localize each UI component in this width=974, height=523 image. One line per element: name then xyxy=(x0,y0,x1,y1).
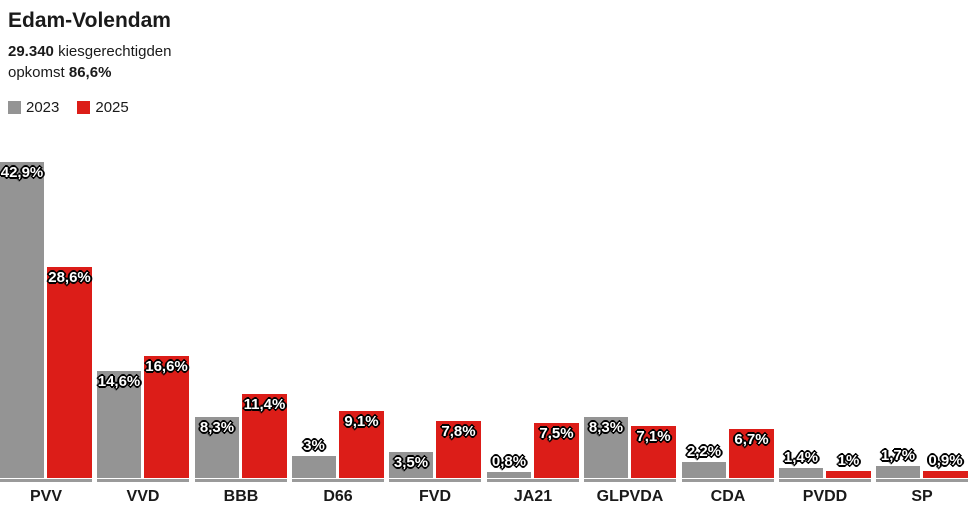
group-baseline xyxy=(0,479,92,482)
bar-value-label: 0,9% xyxy=(928,452,963,470)
group-baseline xyxy=(292,479,384,482)
electorate-value: 29.340 xyxy=(8,43,54,60)
bar-group: 8,3% 7,1% GLPVDA xyxy=(584,120,676,505)
bar-pair: 0,8% 7,5% xyxy=(487,422,579,478)
legend-swatch-2023 xyxy=(8,101,21,114)
bar-group: 1,7% 0,9% SP xyxy=(876,120,968,505)
group-baseline xyxy=(682,479,774,482)
bar-2023: 3% xyxy=(292,437,336,478)
bar-value-label: 7,1% xyxy=(636,427,671,445)
bar-group: 42,9% 28,6% PVV xyxy=(0,120,92,505)
bar-2025: 7,1% xyxy=(631,425,676,478)
legend-item-2023: 2023 xyxy=(8,100,59,115)
bar-group: 2,2% 6,7% CDA xyxy=(682,120,774,505)
category-label: JA21 xyxy=(513,488,553,505)
legend-item-2025: 2025 xyxy=(77,99,129,116)
bar-value-label: 8,3% xyxy=(199,418,235,436)
bar-2025: 0,9% xyxy=(923,452,968,478)
bar-value-label: 42,9% xyxy=(0,164,44,181)
bar-2023: 1,7% xyxy=(876,447,920,478)
bar-pair: 14,6% 16,6% xyxy=(97,355,189,478)
electorate-line: 29.340 kiesgerechtigden xyxy=(8,41,171,62)
bar-chart: 42,9% 28,6% PVV 14,6% 16,6% VVD 8,3% 11,4% BBB 3%… xyxy=(0,120,974,505)
turnout-line: opkomst 86,6% xyxy=(8,62,171,83)
bar-2023: 2,2% xyxy=(682,443,726,478)
bar-value-label: 11,4% xyxy=(243,396,286,413)
category-label: VVD xyxy=(126,488,160,505)
bar-2023: 1,4% xyxy=(779,449,823,478)
bar-value-label: 8,3% xyxy=(588,418,624,436)
legend-swatch-2025 xyxy=(77,101,91,114)
electorate-label: kiesgerechtigden xyxy=(58,43,172,60)
bar-pair: 2,2% 6,7% xyxy=(682,428,774,478)
bar-value-label: 1,4% xyxy=(783,448,819,466)
legend-label-2023: 2023 xyxy=(26,99,60,116)
bar-group: 3,5% 7,8% FVD xyxy=(389,120,481,505)
bar-2023: 8,3% xyxy=(195,416,239,478)
bar-2025: 16,6% xyxy=(144,355,189,478)
legend: 2023 2025 xyxy=(8,100,171,115)
bar-value-label: 28,6% xyxy=(48,269,91,287)
bar-2025: 6,7% xyxy=(729,428,774,478)
bar-value-label: 0,8% xyxy=(491,453,527,471)
bar-pair: 3% 9,1% xyxy=(292,411,384,478)
bar-value-label: 6,7% xyxy=(734,430,769,448)
bar-group: 14,6% 16,6% VVD xyxy=(97,120,189,505)
turnout-label: opkomst xyxy=(8,64,65,81)
page-title: Edam-Volendam xyxy=(8,9,171,32)
group-baseline xyxy=(97,479,189,482)
bar-2023: 0,8% xyxy=(487,453,531,478)
bar-group: 1,4% 1% PVDD xyxy=(779,120,871,505)
bar-value-label: 1% xyxy=(837,451,860,469)
bar-2025: 1% xyxy=(826,452,871,478)
bar-group: 8,3% 11,4% BBB xyxy=(195,120,287,505)
category-label: D66 xyxy=(323,488,353,505)
bar-2023: 14,6% xyxy=(97,370,141,478)
bar-2025: 7,5% xyxy=(534,422,579,478)
bar-value-label: 2,2% xyxy=(686,442,722,460)
bar-2025: 28,6% xyxy=(47,267,92,478)
bar-pair: 1,7% 0,9% xyxy=(876,447,968,478)
bar-2023: 8,3% xyxy=(584,416,628,478)
category-label: FVD xyxy=(419,488,451,505)
group-baseline xyxy=(195,479,287,482)
bar-pair: 8,3% 7,1% xyxy=(584,416,676,478)
bar-value-label: 3% xyxy=(303,436,325,454)
category-label: SP xyxy=(911,488,933,505)
category-label: PVDD xyxy=(802,488,848,505)
bar-value-label: 9,1% xyxy=(344,413,379,430)
bar-pair: 42,9% 28,6% xyxy=(0,162,92,478)
bar-value-label: 16,6% xyxy=(145,357,188,375)
bar-2023: 3,5% xyxy=(389,452,433,478)
bar-group: 3% 9,1% D66 xyxy=(292,120,384,505)
category-label: GLPVDA xyxy=(596,488,664,505)
bar-value-label: 1,7% xyxy=(880,446,916,464)
group-baseline xyxy=(487,479,579,482)
bar-pair: 3,5% 7,8% xyxy=(389,420,481,478)
bar-2023: 42,9% xyxy=(0,162,44,478)
group-baseline xyxy=(779,479,871,482)
bar-pair: 8,3% 11,4% xyxy=(195,394,287,478)
group-baseline xyxy=(584,479,676,482)
bar-value-label: 14,6% xyxy=(97,372,141,390)
bar-value-label: 7,8% xyxy=(441,422,476,440)
category-label: CDA xyxy=(710,488,746,505)
category-label: PVV xyxy=(29,488,62,505)
bar-2025: 7,8% xyxy=(436,420,481,478)
group-baseline xyxy=(389,479,481,482)
group-baseline xyxy=(876,479,968,482)
bar-value-label: 3,5% xyxy=(393,454,429,472)
bar-group: 0,8% 7,5% JA21 xyxy=(487,120,579,505)
bar-2025: 9,1% xyxy=(339,411,384,478)
header: Edam-Volendam 29.340 kiesgerechtigden op… xyxy=(8,8,171,115)
turnout-value: 86,6% xyxy=(68,64,112,81)
legend-label-2025: 2025 xyxy=(95,99,129,116)
category-label: BBB xyxy=(223,488,259,505)
bar-2025: 11,4% xyxy=(242,394,287,478)
bar-pair: 1,4% 1% xyxy=(779,449,871,478)
bar-value-label: 7,5% xyxy=(539,424,574,442)
